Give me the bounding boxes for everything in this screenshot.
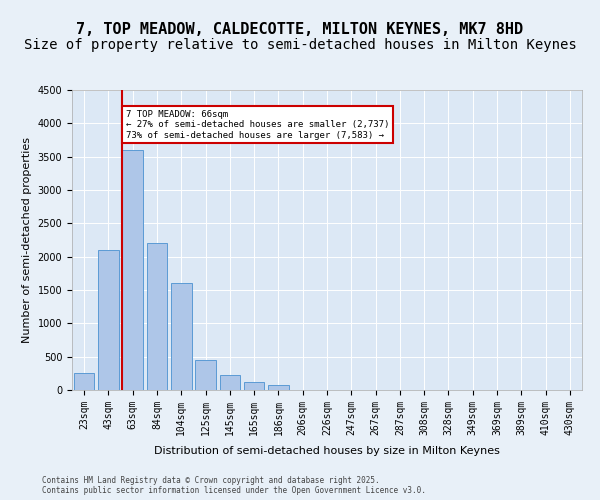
Text: 7, TOP MEADOW, CALDECOTTE, MILTON KEYNES, MK7 8HD: 7, TOP MEADOW, CALDECOTTE, MILTON KEYNES… xyxy=(76,22,524,38)
Bar xyxy=(268,384,289,390)
Bar xyxy=(98,250,119,390)
X-axis label: Distribution of semi-detached houses by size in Milton Keynes: Distribution of semi-detached houses by … xyxy=(154,446,500,456)
Bar xyxy=(220,376,240,390)
Text: Size of property relative to semi-detached houses in Milton Keynes: Size of property relative to semi-detach… xyxy=(23,38,577,52)
Bar xyxy=(171,284,191,390)
Bar xyxy=(195,360,216,390)
Text: Contains HM Land Registry data © Crown copyright and database right 2025.
Contai: Contains HM Land Registry data © Crown c… xyxy=(42,476,426,495)
Bar xyxy=(122,150,143,390)
Text: 7 TOP MEADOW: 66sqm
← 27% of semi-detached houses are smaller (2,737)
73% of sem: 7 TOP MEADOW: 66sqm ← 27% of semi-detach… xyxy=(126,110,389,140)
Y-axis label: Number of semi-detached properties: Number of semi-detached properties xyxy=(22,137,32,343)
Bar xyxy=(244,382,265,390)
Bar xyxy=(74,374,94,390)
Bar xyxy=(146,244,167,390)
